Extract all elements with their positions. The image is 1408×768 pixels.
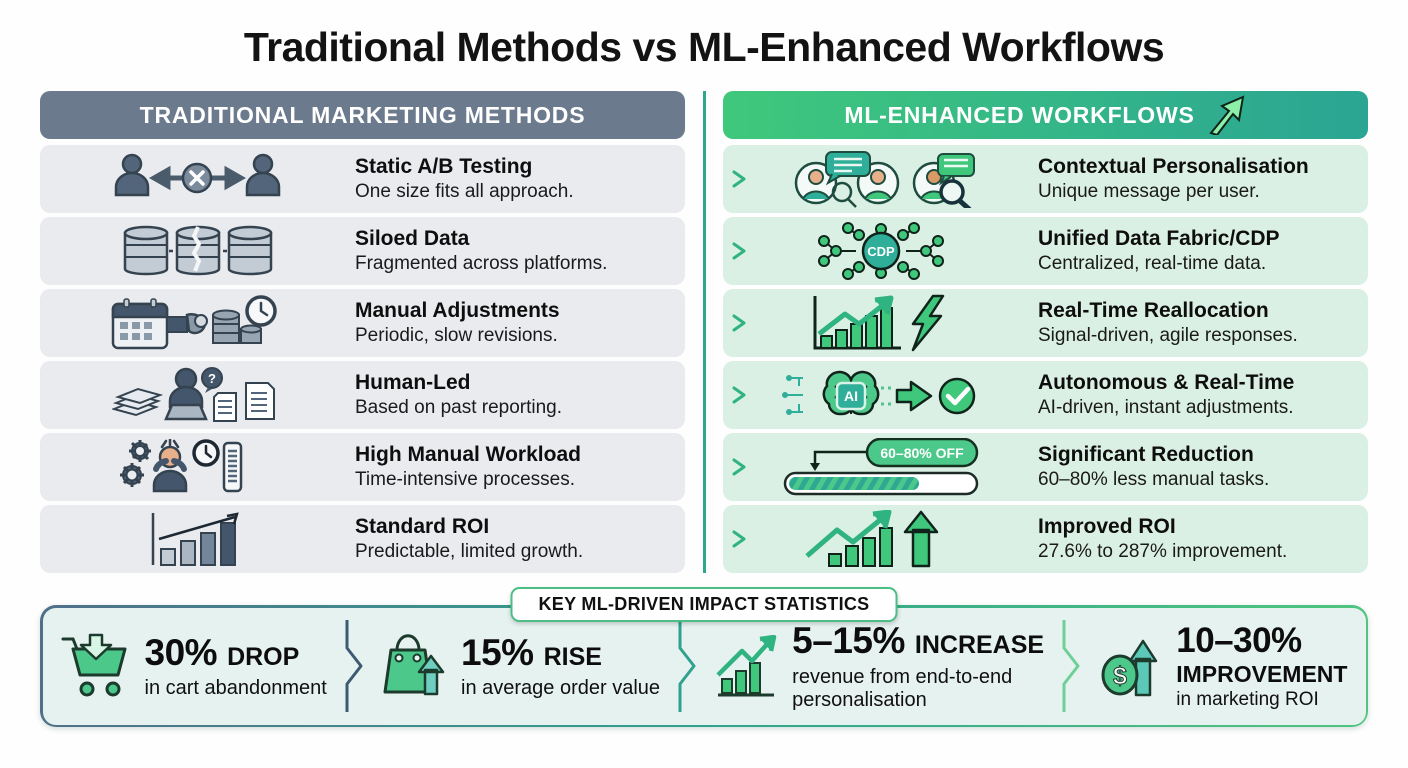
flow-arrow-icon	[640, 386, 746, 404]
stat-marketing-roi: $ 10–30% IMPROVEMENT in marketing ROI	[1098, 621, 1347, 711]
row-title: Real-Time Reallocation	[1038, 299, 1269, 322]
stat-value: 10–30%	[1176, 621, 1302, 661]
row-description: One size fits all approach.	[355, 181, 574, 203]
dollar-sign-glyph: $	[1113, 662, 1127, 690]
flow-arrow-icon	[640, 170, 746, 188]
row-contextual-personalisation: Contextual Personalisation Unique messag…	[723, 145, 1368, 213]
page-title: Traditional Methods vs ML-Enhanced Workf…	[243, 24, 1165, 70]
row-description: Signal-driven, agile responses.	[1038, 325, 1298, 347]
realtime-chart-bolt-icon	[813, 294, 944, 352]
traditional-column: TRADITIONAL MARKETING METHODS	[40, 91, 685, 573]
stat-divider-chevron	[1062, 620, 1080, 712]
row-title: Manual Adjustments	[355, 299, 560, 322]
flow-arrow-icon	[640, 314, 746, 332]
row-title: Standard ROI	[355, 515, 490, 538]
stat-revenue-increase: 5–15% INCREASE revenue from end-to-end p…	[714, 620, 1044, 712]
traditional-header: TRADITIONAL MARKETING METHODS	[40, 91, 685, 139]
ai-label: AI	[844, 388, 858, 404]
stat-description: in cart abandonment	[144, 677, 327, 700]
stat-description: revenue from end-to-end personalisation	[792, 665, 1013, 711]
row-title: Siloed Data	[355, 227, 470, 250]
row-description: AI-driven, instant adjustments.	[1038, 397, 1294, 419]
impact-stats-panel: KEY ML-DRIVEN IMPACT STATISTICS 30% DROP…	[40, 587, 1368, 727]
ml-header: ML-ENHANCED WORKFLOWS	[723, 91, 1368, 139]
row-real-time-reallocation: Real-Time Reallocation Signal-driven, ag…	[723, 289, 1368, 357]
stat-description: in marketing ROI	[1176, 688, 1319, 710]
row-title: Human-Led	[355, 371, 471, 394]
row-description: Centralized, real-time data.	[1038, 253, 1267, 275]
ab-testing-icon	[114, 153, 281, 197]
row-description: 60–80% less manual tasks.	[1038, 469, 1270, 491]
row-siloed-data: Siloed Data Fragmented across platforms.	[40, 217, 685, 285]
row-description: 27.6% to 287% improvement.	[1038, 541, 1288, 563]
analyst-reports-icon: ?	[111, 367, 275, 422]
stat-divider-chevron	[345, 620, 363, 712]
row-description: Periodic, slow revisions.	[355, 325, 558, 347]
row-high-manual-workload: High Manual Workload Time-intensive proc…	[40, 433, 685, 501]
stat-label: RISE	[543, 642, 602, 671]
calendar-coins-clock-icon	[111, 295, 277, 350]
stat-label: INCREASE	[914, 631, 1045, 660]
stat-label: IMPROVEMENT	[1176, 661, 1348, 688]
flow-arrow-icon	[640, 530, 746, 548]
traditional-header-label: TRADITIONAL MARKETING METHODS	[139, 101, 586, 128]
row-title: Static A/B Testing	[355, 155, 533, 178]
row-standard-roi: Standard ROI Predictable, limited growth…	[40, 505, 685, 573]
row-description: Based on past reporting.	[355, 397, 563, 419]
flow-arrow-icon	[640, 458, 746, 476]
row-title: Significant Reduction	[1038, 443, 1254, 466]
cdp-label: CDP	[867, 244, 895, 259]
growth-chart-icon	[716, 634, 777, 697]
cart-drop-icon	[61, 633, 126, 697]
cdp-network-icon: CDP	[817, 222, 944, 280]
row-static-ab-testing: Static A/B Testing One size fits all app…	[40, 145, 685, 213]
stat-value: 15%	[461, 631, 534, 673]
row-significant-reduction: 60–80% OFF Significant Reduction 60–80% …	[723, 433, 1368, 501]
siloed-databases-icon	[123, 225, 272, 276]
stat-label: DROP	[227, 642, 300, 671]
dollar-coin-arrow-icon: $	[1101, 639, 1158, 697]
impact-stats-title: KEY ML-DRIVEN IMPACT STATISTICS	[510, 587, 898, 622]
stat-divider-chevron	[678, 620, 696, 712]
comparison-board: TRADITIONAL MARKETING METHODS	[40, 91, 1368, 573]
stat-value: 30%	[144, 631, 218, 673]
ml-header-label: ML-ENHANCED WORKFLOWS	[844, 101, 1195, 128]
flat-bar-chart-icon	[151, 512, 239, 566]
shopping-bag-rise-icon	[383, 634, 445, 696]
progress-bar-badge-icon: 60–80% OFF	[783, 438, 978, 496]
stat-cart-drop: 30% DROP in cart abandonment	[61, 632, 327, 701]
question-mark-glyph: ?	[208, 371, 216, 386]
flow-arrow-icon	[640, 242, 746, 260]
row-title: Unified Data Fabric/CDP	[1038, 227, 1280, 250]
row-description: Fragmented across platforms.	[355, 253, 608, 275]
stat-value: 5–15%	[792, 620, 905, 662]
row-title: Autonomous & Real-Time	[1038, 371, 1295, 394]
row-manual-adjustments: Manual Adjustments Periodic, slow revisi…	[40, 289, 685, 357]
row-human-led: ? Human-Led Based on past reporting.	[40, 361, 685, 429]
ml-column: ML-ENHANCED WORKFLOWS	[723, 91, 1368, 573]
row-title: Contextual Personalisation	[1038, 155, 1309, 178]
row-title: Improved ROI	[1038, 515, 1176, 538]
growth-arrow-icon	[1208, 95, 1244, 135]
row-autonomous-real-time: AI Autonomous & Real-Time AI-driven, ins…	[723, 361, 1368, 429]
row-unified-data-fabric: CDP Unified Data Fabric/CDP Centralized,…	[723, 217, 1368, 285]
rising-bars-arrows-icon	[804, 510, 938, 568]
center-divider-line	[703, 91, 706, 573]
row-description: Predictable, limited growth.	[355, 541, 584, 563]
reduction-badge-label: 60–80% OFF	[880, 445, 964, 461]
row-title: High Manual Workload	[355, 443, 581, 466]
stressed-worker-icon	[119, 439, 242, 493]
personalised-users-icon	[794, 151, 975, 208]
stat-description: in average order value	[461, 677, 661, 700]
row-description: Unique message per user.	[1038, 181, 1260, 203]
row-improved-roi: Improved ROI 27.6% to 287% improvement.	[723, 505, 1368, 573]
stat-order-value-rise: 15% RISE in average order value	[381, 632, 660, 701]
row-description: Time-intensive processes.	[355, 469, 575, 491]
ai-brain-check-icon: AI	[781, 370, 975, 416]
